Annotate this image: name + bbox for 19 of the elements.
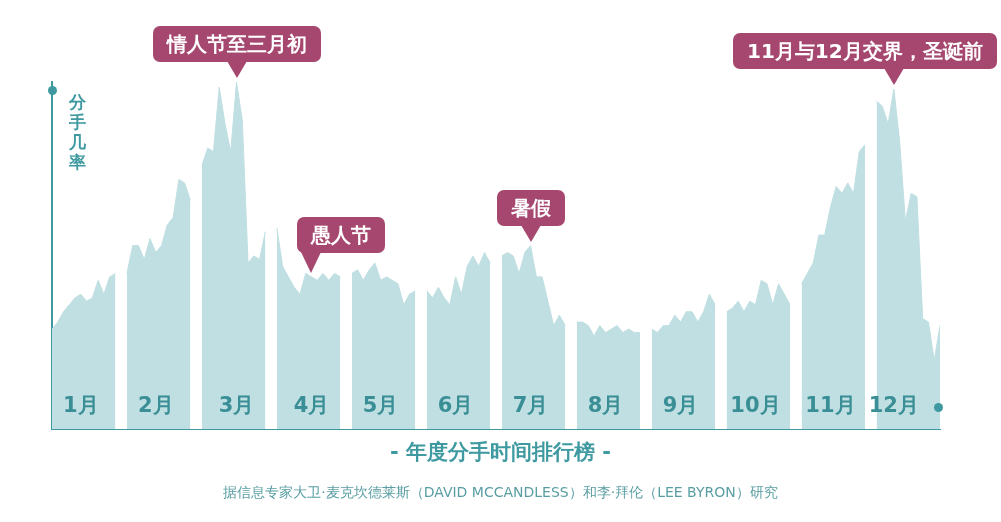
x-tick-label: 4月	[293, 393, 330, 418]
x-tick-label: 12月	[868, 393, 919, 418]
x-tick-label: 5月	[362, 393, 399, 418]
x-tick-label: 10月	[730, 393, 781, 418]
annotation: 11月与12月交界，圣诞前	[733, 32, 997, 69]
annotation: 暑假	[496, 189, 565, 226]
x-tick-label: 9月	[662, 393, 699, 418]
x-tick-label: 11月	[805, 393, 856, 418]
annotation: 情人节至三月初	[152, 26, 321, 62]
y-axis-title: 分手几率	[67, 92, 87, 172]
annotation: 愚人节	[297, 216, 386, 253]
x-tick-label: 7月	[512, 393, 549, 418]
text: - 年度分手时间排行榜 -	[388, 439, 613, 466]
x-tick-label: 3月	[218, 393, 255, 418]
text: 据信息专家大卫·麦克坎德莱斯（DAVID MCCANDLESS）和李·拜伦（LEE BYRON）研究	[222, 484, 779, 502]
x-tick-label: 8月	[587, 393, 624, 418]
x-tick-label: 6月	[437, 393, 474, 418]
x-tick-label: 2月	[137, 393, 174, 418]
x-tick-label: 1月	[63, 393, 99, 418]
